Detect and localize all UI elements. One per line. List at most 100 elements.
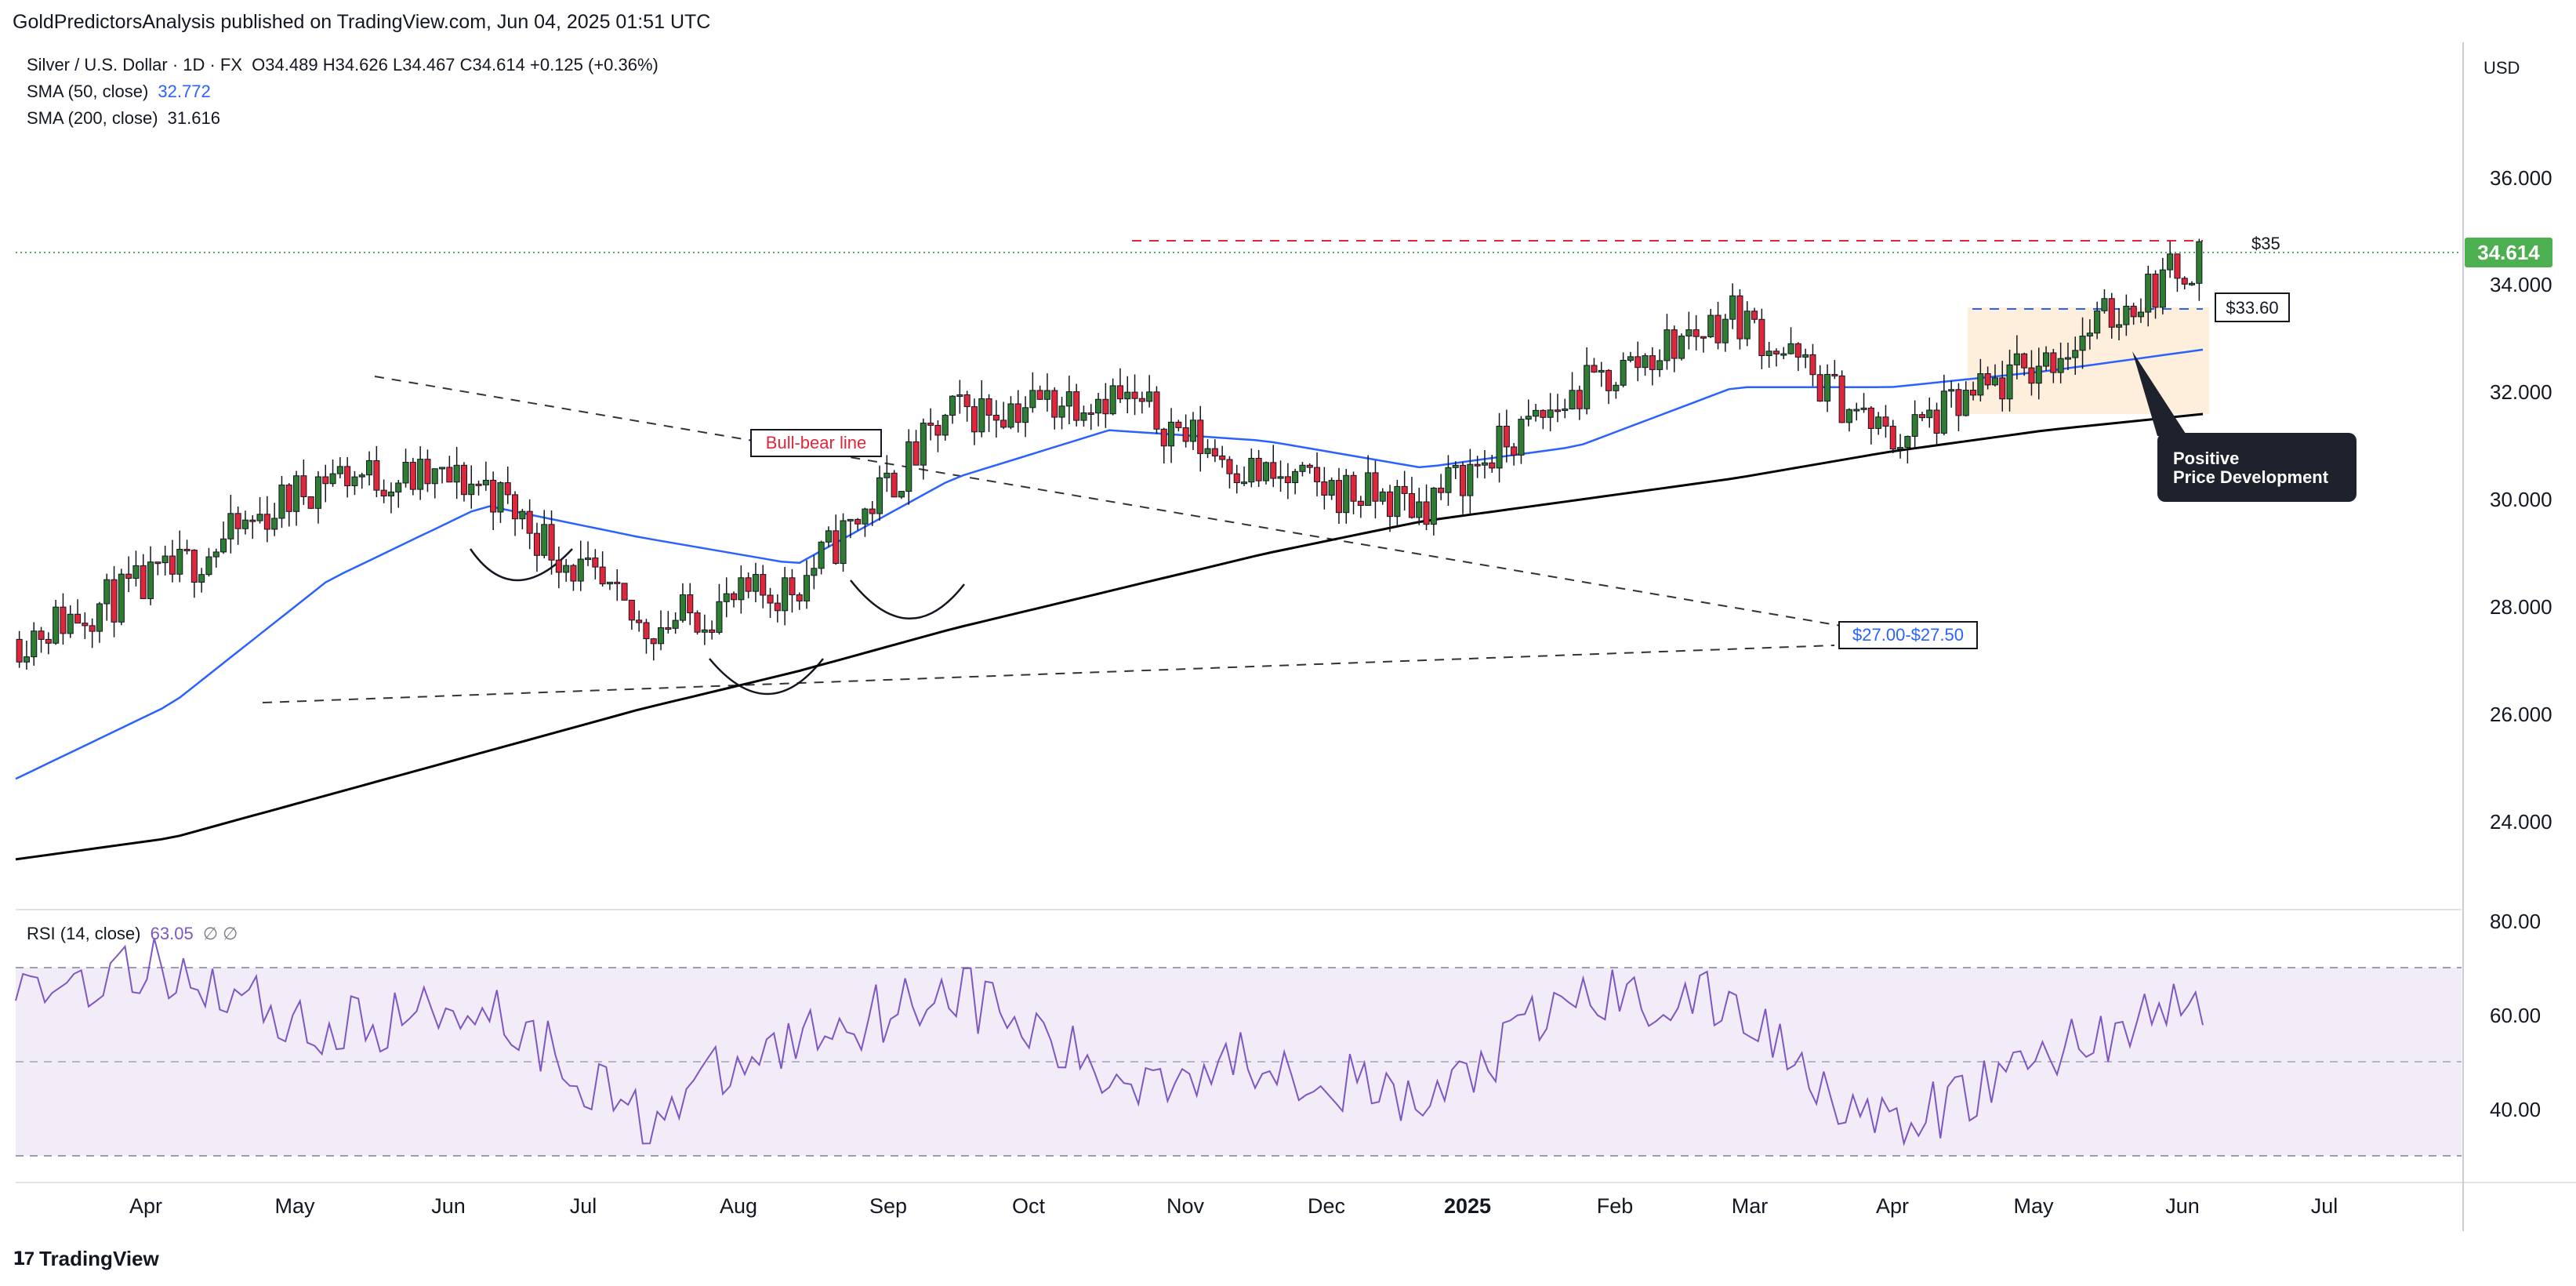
sma50-line[interactable] [15,348,2204,780]
candle [665,611,672,634]
sma50-label: SMA (50, close) [27,82,149,101]
rsi-tick: 60.00 [2490,1004,2541,1027]
currency-label[interactable]: USD [2483,58,2520,78]
candle [876,465,883,521]
candle [212,548,220,568]
sma50-layer [15,348,2204,780]
candle [1642,353,1649,376]
candle [942,413,949,441]
candle [752,562,759,603]
candle [2167,241,2174,278]
candle [1153,386,1160,434]
candle [738,565,745,614]
candle [1335,467,1342,525]
candle [424,449,431,492]
candle [1401,470,1408,510]
sma200-line[interactable] [15,412,2204,861]
candle [89,618,96,648]
candle [1160,427,1167,464]
candle [1693,314,1700,351]
candle [409,457,416,496]
resistance-label[interactable]: $35 [2251,234,2280,253]
candle [1656,349,1664,377]
candle [1547,393,1554,431]
svg-text:34.614: 34.614 [2477,241,2540,264]
candle [2196,238,2203,301]
candle [1029,372,1036,413]
rsi-extra: ∅ ∅ [202,924,238,943]
rsi-layer [15,938,2204,1146]
bull-bear-label[interactable]: Bull-bear line [750,429,882,457]
candle [387,482,394,514]
candle [934,420,942,452]
price-axis[interactable]: 36.000 34.000 32.000 30.000 28.000 26.00… [2490,166,2552,834]
candle [694,610,701,635]
candle [1036,385,1043,401]
time-tick: Dec [1308,1194,1345,1218]
candle [716,583,723,635]
candle [314,470,321,524]
sma50-legend[interactable]: SMA (50, close) 32.772 [27,82,211,102]
candle [351,470,358,496]
tradingview-logo[interactable]: 𝟭7 TradingView [13,1247,159,1271]
candle [1904,435,1911,464]
candle [1226,456,1233,489]
candle [1525,399,1532,427]
support-trendline[interactable] [262,645,1835,703]
ohlc-change: +0.125 (+0.36%) [529,55,659,74]
candle [1889,420,1896,453]
candle [2094,301,2101,340]
candle [1729,283,1736,329]
candle [1649,347,1656,386]
candle [1620,352,1627,387]
candle [468,465,475,509]
candle [1765,341,1772,368]
candle [1211,439,1218,463]
candle [1816,365,1823,402]
rsi-axis[interactable]: 80.00 60.00 40.00 [2490,910,2541,1121]
candle [985,394,992,432]
candle [1379,488,1386,505]
candle [2043,346,2050,371]
candle [1955,383,1962,431]
price-tick: 30.000 [2490,488,2552,511]
candle [2189,281,2196,286]
candle [490,471,497,531]
candle [687,583,694,626]
candle [307,496,314,510]
candle [905,429,912,505]
rsi-tick: 40.00 [2490,1098,2541,1121]
candle [833,514,840,565]
candle [460,462,467,502]
candle [592,549,599,579]
candle [2123,294,2130,336]
candle [1452,461,1459,479]
candle [1707,309,1714,339]
support-label[interactable]: $27.00-$27.50 [1838,621,1978,649]
candle [1940,374,1947,436]
rsi-legend[interactable]: RSI (14, close) 63.05 ∅ ∅ [27,924,238,944]
candle [1678,333,1685,361]
candle [176,530,183,583]
candle [1109,378,1116,416]
candle [1845,408,1852,432]
last-price-badge[interactable]: 34.614 [2465,238,2552,267]
candle [1219,445,1226,468]
candle [1867,405,1874,445]
candle [1445,455,1452,507]
cup-arc-aug[interactable] [709,658,824,696]
time-tick: Nov [1166,1194,1205,1218]
candle [1270,445,1277,488]
bull-bear-trendline[interactable] [374,376,1851,628]
positive-callout[interactable]: Positive Price Development [2132,351,2356,502]
level-3360-label[interactable]: $33.60 [2215,292,2290,322]
time-tick: Sep [869,1194,907,1218]
sma200-legend[interactable]: SMA (200, close) 31.616 [27,108,220,129]
candle [1598,361,1605,387]
time-axis[interactable]: Apr May Jun Jul Aug Sep Oct Nov Dec 2025… [129,1194,2338,1218]
symbol-legend: Silver / U.S. Dollar · 1D · FX O34.489 H… [27,55,659,75]
cup-arc-sep[interactable] [850,579,965,619]
candle [1714,301,1722,350]
rsi-line[interactable] [15,938,2204,1146]
